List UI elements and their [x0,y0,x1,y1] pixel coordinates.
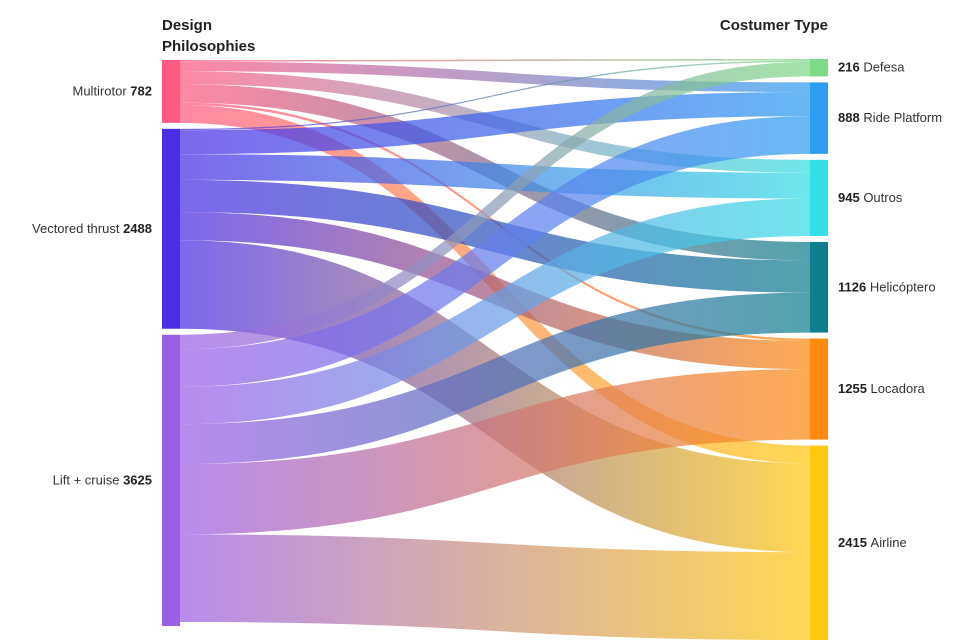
target-label-locadora: 1255 Locadora [838,381,926,396]
target-name: Ride Platform [863,110,942,125]
link-multirotor-to-ride-platform[interactable] [180,61,810,93]
source-name: Multirotor [73,83,131,98]
links-layer [180,59,810,640]
source-label-lift-cruise: Lift + cruise 3625 [53,472,152,487]
target-value: 1126 [838,279,870,294]
target-name: Locadora [871,381,926,396]
target-node-locadora[interactable] [810,338,828,440]
link-lift-cruise-to-ride-platform[interactable] [180,116,810,387]
link-multirotor-to-defesa[interactable] [180,59,810,62]
link-lift-cruise-to-airline[interactable] [180,534,810,640]
labels-layer: Multirotor 782 Vectored thrust 2488 Lift +… [32,60,942,550]
target-node-ride-platform[interactable] [810,82,828,154]
target-name: Outros [863,190,903,205]
link-vectored-thrust-to-defesa[interactable] [180,60,810,131]
nodes-layer [162,59,828,640]
link-vectored-thrust-to-outros[interactable] [180,154,810,199]
target-label-helic-ptero: 1126 Helicóptero [838,279,936,294]
target-value: 2415 [838,535,871,550]
target-value: 888 [838,110,863,125]
target-label-ride-platform: 888 Ride Platform [838,110,942,125]
source-node-lift-cruise[interactable] [162,334,180,626]
target-value: 945 [838,190,863,205]
link-lift-cruise-to-defesa[interactable] [180,61,810,350]
target-name: Helicóptero [870,279,936,294]
left-header-line-2: Philosophies [162,38,255,55]
source-node-multirotor[interactable] [162,60,180,123]
source-label-vectored-thrust: Vectored thrust 2488 [32,221,152,236]
left-header-line-1: Design [162,17,212,34]
link-vectored-thrust-to-ride-platform[interactable] [180,92,810,155]
target-node-helic-ptero[interactable] [810,241,828,333]
target-value: 1255 [838,381,871,396]
target-node-defesa[interactable] [810,59,828,77]
source-name: Lift + cruise [53,472,123,487]
source-value: 3625 [123,472,152,487]
right-header: Costumer Type [720,17,828,34]
source-name: Vectored thrust [32,221,123,236]
link-lift-cruise-to-helic-ptero[interactable] [180,292,810,465]
source-label-multirotor: Multirotor 782 [73,83,153,98]
source-node-vectored-thrust[interactable] [162,128,180,329]
link-lift-cruise-to-locadora[interactable] [180,369,810,535]
link-lift-cruise-to-outros[interactable] [180,198,810,425]
target-label-defesa: 216 Defesa [838,60,905,75]
target-value: 216 [838,60,863,75]
target-node-airline[interactable] [810,445,828,640]
source-value: 2488 [123,221,152,236]
target-label-outros: 945 Outros [838,190,903,205]
source-value: 782 [130,83,152,98]
target-name: Defesa [863,60,905,75]
target-name: Airline [871,535,907,550]
target-node-outros[interactable] [810,159,828,236]
target-label-airline: 2415 Airline [838,535,907,550]
